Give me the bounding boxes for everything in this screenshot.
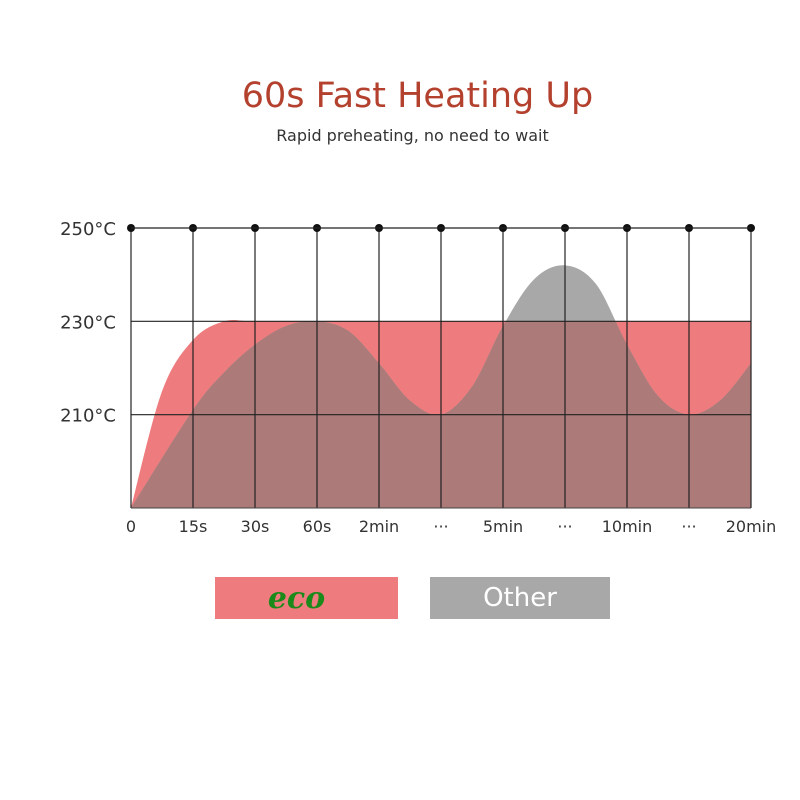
x-tick-label: 60s bbox=[303, 517, 332, 536]
x-tick-label: 0 bbox=[126, 517, 136, 536]
legend-other-label: Other bbox=[483, 583, 557, 613]
x-tick-label: 20min bbox=[726, 517, 777, 536]
x-tick-label: ··· bbox=[433, 517, 448, 536]
x-tick-label: 5min bbox=[483, 517, 523, 536]
legend-eco: eco bbox=[215, 577, 398, 619]
x-tick-label: 2min bbox=[359, 517, 399, 536]
series-overlap-area bbox=[131, 319, 751, 508]
chart-title: 60s Fast Heating Up bbox=[241, 76, 594, 116]
x-tick-label: 15s bbox=[179, 517, 208, 536]
x-tick-label: 30s bbox=[241, 517, 270, 536]
y-tick-label: 230°C bbox=[60, 312, 116, 333]
chart-subtitle: Rapid preheating, no need to wait bbox=[276, 126, 549, 145]
x-tick-label: 10min bbox=[602, 517, 653, 536]
x-tick-label: ··· bbox=[557, 517, 572, 536]
y-tick-label: 210°C bbox=[60, 406, 116, 427]
x-tick-label: ··· bbox=[681, 517, 696, 536]
legend-eco-label: eco bbox=[267, 580, 326, 616]
legend-other: Other bbox=[430, 577, 610, 619]
y-tick-label: 250°C bbox=[60, 219, 116, 240]
